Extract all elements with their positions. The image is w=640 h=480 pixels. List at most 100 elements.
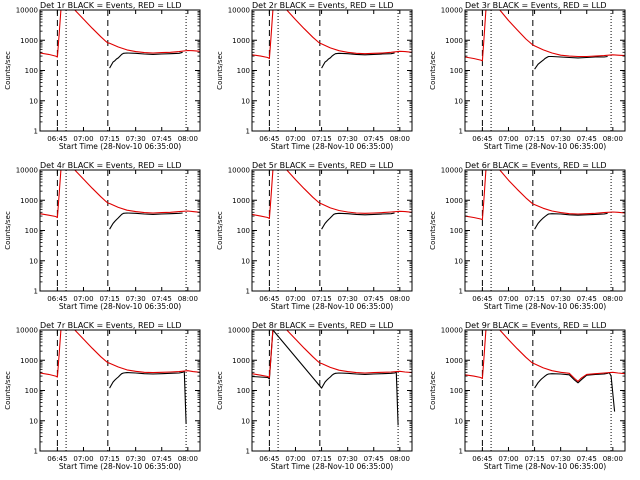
x-tick-label: 07:15 (311, 295, 331, 303)
x-tick-label: 08:00 (178, 455, 198, 463)
x-tick-label: 07:00 (73, 455, 93, 463)
x-tick-label: 06:45 (47, 295, 67, 303)
y-tick-label: 10000 (441, 7, 463, 15)
y-tick-label: 10 (29, 417, 38, 425)
y-tick-label: 1000 (20, 357, 38, 365)
x-tick-label: 07:30 (551, 455, 571, 463)
x-tick-label: 07:00 (285, 455, 305, 463)
x-tick-label: 08:00 (178, 135, 198, 143)
series-line-events (109, 212, 183, 230)
x-tick-label: 07:30 (126, 135, 146, 143)
y-tick-label: 1 (34, 448, 38, 456)
y-tick-label: 1000 (232, 197, 250, 205)
panel-9: Det 9r BLACK = Events, RED = LLD 06:45 07:… (429, 321, 626, 471)
panel-title: Det 9r BLACK = Events, RED = LLD (465, 321, 607, 330)
y-tick-label: 1 (459, 288, 463, 296)
y-axis-label: Counts/sec (216, 51, 224, 90)
x-tick-label: 06:45 (259, 135, 279, 143)
x-tick-label: 07:45 (152, 455, 172, 463)
panel-title: Det 4r BLACK = Events, RED = LLD (40, 161, 182, 170)
panel-5: Det 5r BLACK = Events, RED = LLD 06:45 07:… (216, 161, 413, 311)
y-tick-label: 100 (237, 227, 250, 235)
x-tick-label: 06:45 (47, 135, 67, 143)
x-tick-label: 07:15 (99, 135, 119, 143)
x-tick-label: 07:30 (338, 135, 358, 143)
y-tick-label: 1 (246, 288, 250, 296)
y-tick-label: 100 (25, 67, 38, 75)
y-tick-label: 1000 (445, 197, 463, 205)
x-tick-label: 07:00 (285, 295, 305, 303)
x-tick-label: 07:00 (498, 135, 518, 143)
y-tick-label: 1000 (445, 357, 463, 365)
panel-1: Det 1r BLACK = Events, RED = LLD 06:45 07:… (4, 1, 201, 151)
x-tick-label: 07:15 (99, 455, 119, 463)
panel-4: Det 4r BLACK = Events, RED = LLD 06:45 07:… (4, 161, 201, 311)
y-tick-label: 10000 (441, 167, 463, 175)
x-tick-label: 07:45 (152, 295, 172, 303)
series-line-lld (464, 329, 626, 382)
y-tick-label: 1000 (20, 197, 38, 205)
y-tick-label: 1000 (20, 37, 38, 45)
y-tick-label: 100 (237, 67, 250, 75)
y-tick-label: 10000 (16, 327, 38, 335)
y-tick-label: 10 (241, 417, 250, 425)
x-tick-label: 07:45 (577, 135, 597, 143)
x-tick-label: 08:00 (390, 135, 410, 143)
y-axis-label: Counts/sec (429, 211, 437, 250)
y-tick-label: 1 (246, 128, 250, 136)
panel-title: Det 6r BLACK = Events, RED = LLD (465, 161, 607, 170)
plot-frame (39, 169, 201, 292)
y-tick-label: 100 (25, 387, 38, 395)
x-axis-label: Start Time (28-Nov-10 06:35:00) (484, 462, 606, 471)
panel-title: Det 5r BLACK = Events, RED = LLD (252, 161, 394, 170)
y-tick-label: 1 (34, 128, 38, 136)
series-line-events (251, 329, 399, 426)
series-line-lld (464, 169, 626, 221)
y-tick-label: 10000 (16, 7, 38, 15)
y-tick-label: 100 (450, 387, 463, 395)
series-line-events (109, 371, 187, 424)
x-tick-label: 07:00 (498, 455, 518, 463)
series-line-lld (464, 9, 626, 62)
series-line-lld (39, 329, 201, 378)
x-tick-label: 06:45 (47, 455, 67, 463)
x-tick-label: 07:00 (73, 135, 93, 143)
x-tick-label: 06:45 (472, 135, 492, 143)
y-axis-label: Counts/sec (4, 211, 12, 250)
plot-frame (39, 9, 201, 132)
y-tick-label: 10 (29, 257, 38, 265)
x-tick-label: 06:45 (472, 455, 492, 463)
y-tick-label: 1000 (232, 357, 250, 365)
x-tick-label: 07:15 (99, 295, 119, 303)
y-tick-label: 10000 (228, 167, 250, 175)
panel-title: Det 7r BLACK = Events, RED = LLD (40, 321, 182, 330)
plot-frame (464, 9, 626, 132)
x-tick-label: 07:45 (152, 135, 172, 143)
x-tick-label: 07:45 (577, 455, 597, 463)
x-tick-label: 07:30 (126, 295, 146, 303)
x-tick-label: 07:00 (73, 295, 93, 303)
series-line-events (321, 52, 395, 69)
y-tick-label: 10 (29, 97, 38, 105)
y-tick-label: 10000 (16, 167, 38, 175)
x-axis-label: Start Time (28-Nov-10 06:35:00) (271, 462, 393, 471)
y-tick-label: 100 (450, 67, 463, 75)
x-axis-label: Start Time (28-Nov-10 06:35:00) (271, 142, 393, 151)
series-line-lld (251, 329, 413, 379)
y-axis-label: Counts/sec (429, 371, 437, 410)
y-axis-label: Counts/sec (4, 51, 12, 90)
y-tick-label: 10000 (228, 7, 250, 15)
panel-title: Det 1r BLACK = Events, RED = LLD (40, 1, 182, 10)
series-line-lld (251, 169, 413, 220)
x-tick-label: 07:15 (524, 135, 544, 143)
y-axis-label: Counts/sec (216, 371, 224, 410)
y-tick-label: 1 (459, 128, 463, 136)
x-tick-label: 08:00 (603, 135, 623, 143)
x-tick-label: 08:00 (603, 455, 623, 463)
panel-2: Det 2r BLACK = Events, RED = LLD 06:45 07:… (216, 1, 413, 151)
plot-frame (251, 329, 413, 452)
panel-title: Det 3r BLACK = Events, RED = LLD (465, 1, 607, 10)
y-tick-label: 1000 (232, 37, 250, 45)
series-line-lld (39, 169, 201, 219)
